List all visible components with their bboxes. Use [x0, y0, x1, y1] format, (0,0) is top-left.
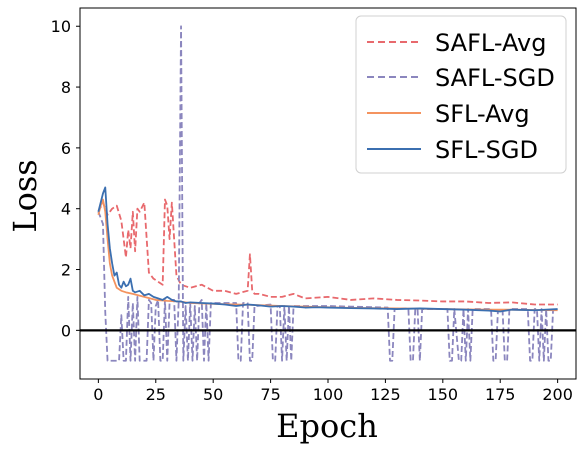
y-tick-label: 0 [61, 321, 71, 340]
x-tick-label: 125 [370, 385, 401, 404]
legend-label-safl-avg: SAFL-Avg [435, 29, 546, 57]
series-line-safl-avg [97, 198, 558, 306]
y-axis-ticks: 0 2 4 6 8 10 [51, 17, 80, 340]
x-axis-ticks: 0 25 50 75 100 125 150 175 200 [93, 379, 573, 404]
x-tick-label: 150 [428, 385, 459, 404]
x-axis-title: Epoch [276, 407, 378, 445]
y-tick-label: 2 [61, 261, 71, 280]
y-tick-label: 6 [61, 139, 71, 158]
x-tick-label: 75 [260, 385, 280, 404]
y-tick-label: 10 [51, 17, 71, 36]
y-tick-label: 8 [61, 78, 71, 97]
x-tick-label: 100 [313, 385, 344, 404]
y-axis-title: Loss [6, 159, 44, 232]
x-tick-label: 0 [93, 385, 103, 404]
legend-label-safl-sgd: SAFL-SGD [435, 64, 555, 92]
legend-label-sfl-sgd: SFL-SGD [435, 136, 538, 164]
series-line-safl-sgd [97, 25, 558, 362]
x-tick-label: 25 [146, 385, 166, 404]
legend-box [355, 15, 567, 174]
y-tick-label: 4 [61, 200, 71, 219]
x-tick-label: 175 [485, 385, 516, 404]
series-line-sfl-sgd [97, 186, 558, 313]
legend: SAFL-Avg SAFL-SGD SFL-Avg SFL-SGD [355, 15, 567, 174]
x-tick-label: 200 [542, 385, 573, 404]
series-layer [97, 25, 558, 362]
x-tick-label: 50 [203, 385, 223, 404]
legend-label-sfl-avg: SFL-Avg [435, 100, 530, 128]
